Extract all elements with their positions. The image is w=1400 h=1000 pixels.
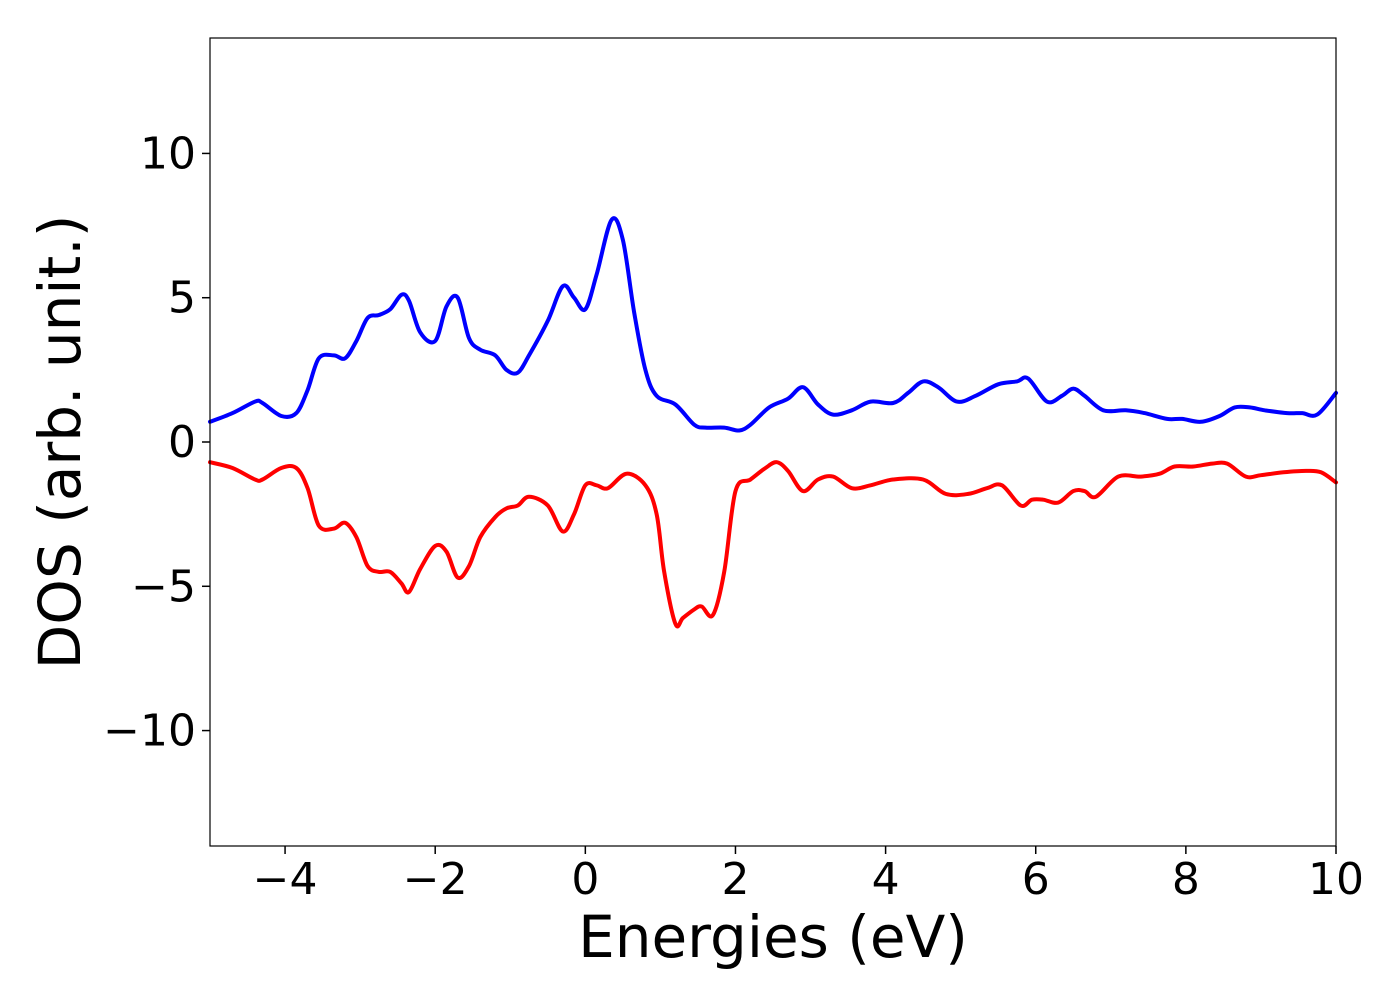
y-tick-label: 0: [168, 417, 196, 468]
spin-down-dos-line: [208, 460, 1338, 629]
y-tick-label: 5: [168, 273, 196, 324]
x-axis-ticks: −4 −2 0 2 4 6 8 10: [253, 846, 1364, 905]
y-axis-label: DOS (arb. unit.): [26, 215, 94, 670]
x-tick-label: 6: [1022, 854, 1050, 905]
y-tick-label: 10: [140, 128, 196, 179]
x-tick-label: −4: [253, 854, 318, 905]
spin-up-dos-line: [208, 216, 1338, 433]
y-tick-label: −5: [131, 561, 196, 612]
y-axis-ticks: −10 −5 0 5 10: [103, 128, 210, 757]
x-tick-label: 8: [1172, 854, 1200, 905]
x-tick-label: 2: [721, 854, 749, 905]
series-layer: [208, 216, 1338, 629]
y-tick-label: −10: [103, 706, 196, 757]
x-tick-label: 4: [872, 854, 900, 905]
x-tick-label: 0: [571, 854, 599, 905]
x-tick-label: 10: [1308, 854, 1364, 905]
x-tick-label: −2: [403, 854, 468, 905]
plot-background: [210, 38, 1336, 846]
x-axis-label: Energies (eV): [578, 903, 968, 971]
